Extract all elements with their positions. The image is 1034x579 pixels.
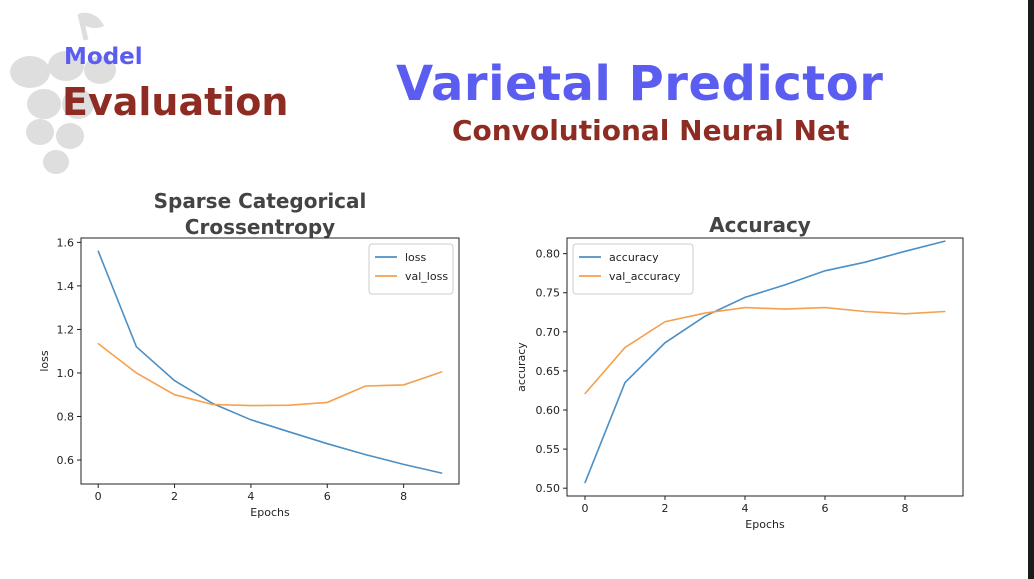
data-point-val-loss-5	[288, 404, 290, 406]
data-point-loss-4	[250, 419, 252, 421]
x-tick-label: 6	[822, 502, 829, 515]
legend-label-val-loss: val_loss	[405, 270, 448, 283]
data-point-val-accuracy-2	[664, 321, 666, 323]
plot-frame	[566, 237, 964, 497]
legend-label-val-accuracy: val_accuracy	[609, 270, 681, 283]
data-point-loss-2	[173, 380, 176, 382]
section-label-evaluation: Evaluation	[62, 80, 289, 124]
data-point-accuracy-5	[784, 284, 786, 286]
data-point-accuracy-2	[664, 342, 666, 344]
y-tick-label: 0.50	[536, 482, 561, 495]
data-point-loss-0	[97, 250, 99, 252]
data-point-accuracy-7	[864, 261, 866, 263]
data-point-val-accuracy-3	[704, 312, 706, 314]
right-edge-bar	[1028, 0, 1034, 579]
y-tick-label: 1.0	[57, 367, 75, 380]
y-tick-label: 0.8	[57, 411, 75, 424]
data-point-loss-5	[288, 431, 290, 433]
x-tick-label: 6	[324, 490, 331, 503]
x-tick-label: 0	[95, 490, 102, 503]
data-point-val-accuracy-7	[864, 310, 866, 313]
data-point-accuracy-8	[904, 250, 906, 252]
y-axis-label: loss	[38, 350, 51, 372]
legend-box	[572, 243, 694, 295]
x-tick-label: 0	[582, 502, 589, 515]
data-point-loss-6	[326, 443, 328, 445]
data-point-val-loss-8	[403, 384, 405, 386]
series-line-accuracy	[584, 240, 946, 483]
data-point-accuracy-1	[624, 382, 626, 384]
data-point-val-loss-0	[97, 343, 99, 345]
plot-frame	[80, 237, 460, 485]
data-point-accuracy-4	[744, 296, 746, 298]
series-line-val-accuracy	[584, 306, 946, 395]
data-point-val-loss-7	[364, 385, 367, 387]
chart-title-accuracy-line-1: Accuracy	[709, 213, 811, 237]
data-point-accuracy-9	[944, 240, 946, 242]
legend: accuracy val_accuracy	[572, 243, 694, 295]
y-tick-label: 0.6	[57, 454, 75, 467]
data-point-loss-9	[441, 472, 443, 474]
data-point-loss-1	[135, 346, 137, 348]
data-point-val-loss-9	[441, 371, 443, 373]
data-point-accuracy-6	[824, 270, 826, 272]
data-point-val-accuracy-0	[584, 393, 586, 395]
x-tick-label: 4	[247, 490, 254, 503]
data-point-val-loss-6	[326, 401, 328, 403]
legend-label-loss: loss	[405, 251, 427, 264]
data-point-val-loss-2	[173, 394, 176, 396]
y-tick-label: 0.60	[536, 404, 561, 417]
chart-title-accuracy: Accuracy	[660, 212, 860, 238]
y-tick-label: 0.70	[536, 326, 561, 339]
x-tick-label: 2	[171, 490, 178, 503]
x-axis-label: Epochs	[250, 506, 290, 519]
y-tick-label: 1.2	[57, 323, 75, 336]
x-tick-label: 4	[742, 502, 749, 515]
series-line-val-loss	[97, 342, 443, 407]
data-point-val-accuracy-4	[744, 307, 746, 309]
chart-title-loss-line-1: Sparse Categorical	[153, 189, 367, 213]
data-point-accuracy-3	[704, 315, 706, 317]
chart-title-loss-line-2: Crossentropy	[184, 215, 336, 239]
page-title: Varietal Predictor	[396, 56, 884, 112]
grape-cluster-icon	[10, 12, 116, 174]
data-point-val-accuracy-9	[944, 310, 946, 313]
data-point-val-accuracy-5	[784, 308, 786, 310]
x-tick-label: 8	[400, 490, 407, 503]
data-point-val-accuracy-8	[904, 313, 906, 315]
section-label-model: Model	[64, 44, 143, 70]
y-tick-label: 0.65	[536, 365, 561, 378]
chart-title-loss: Sparse Categorical Crossentropy	[140, 188, 380, 240]
data-point-loss-8	[403, 463, 405, 465]
legend: loss val_loss	[368, 243, 454, 295]
x-tick-label: 8	[902, 502, 909, 515]
data-point-val-accuracy-1	[624, 346, 626, 349]
series-line-loss	[97, 250, 442, 474]
page-subtitle: Convolutional Neural Net	[452, 114, 850, 147]
data-point-val-loss-3	[212, 403, 214, 406]
y-tick-label: 0.75	[536, 287, 561, 300]
data-point-val-loss-1	[135, 372, 137, 374]
data-point-accuracy-0	[584, 482, 586, 484]
y-tick-label: 0.80	[536, 248, 561, 261]
chart-0: 0 2 4 6 8 0.6 0.8 1.0 1.2 1.4 1.6 Epochs loss loss val…	[38, 236, 460, 519]
y-tick-label: 1.4	[57, 280, 75, 293]
data-point-val-accuracy-6	[824, 307, 826, 309]
x-axis-label: Epochs	[745, 518, 785, 531]
chart-1: 0 2 4 6 8 0.50 0.55 0.60 0.65 0.70 0.75 0.80 Epochs a…	[515, 237, 964, 531]
data-point-loss-7	[364, 454, 367, 456]
y-axis-label: accuracy	[515, 342, 528, 392]
y-tick-label: 1.6	[57, 236, 75, 249]
y-tick-label: 0.55	[536, 443, 561, 456]
x-tick-label: 2	[662, 502, 669, 515]
legend-label-accuracy: accuracy	[609, 251, 659, 264]
data-point-val-loss-4	[250, 405, 252, 407]
